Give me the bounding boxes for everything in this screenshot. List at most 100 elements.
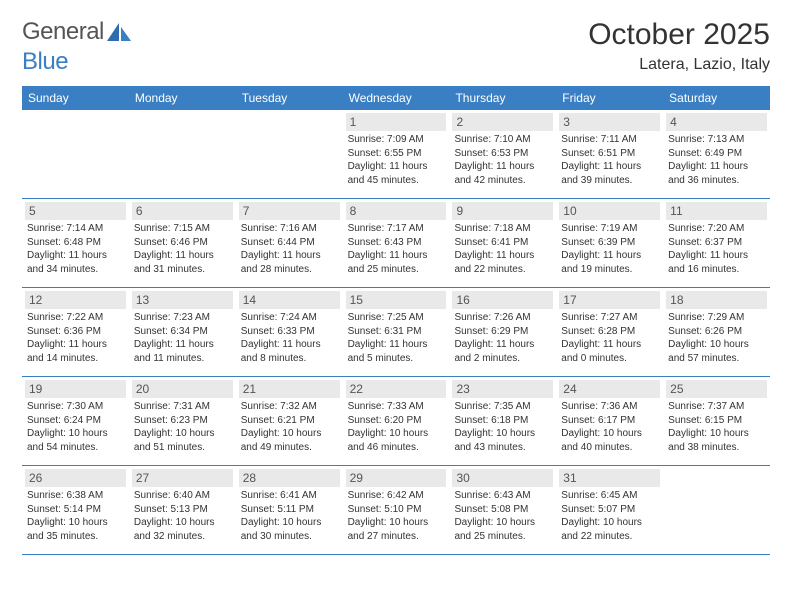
- day-details: Sunrise: 7:10 AMSunset: 6:53 PMDaylight:…: [452, 133, 553, 187]
- day-details: Sunrise: 7:29 AMSunset: 6:26 PMDaylight:…: [666, 311, 767, 365]
- day-cell: 30Sunrise: 6:43 AMSunset: 5:08 PMDayligh…: [449, 466, 556, 554]
- header: General October 2025 Latera, Lazio, Ital…: [22, 18, 770, 74]
- day-details: Sunrise: 7:31 AMSunset: 6:23 PMDaylight:…: [132, 400, 233, 454]
- day-number: 14: [239, 291, 340, 309]
- day-details: Sunrise: 7:17 AMSunset: 6:43 PMDaylight:…: [346, 222, 447, 276]
- day-details: Sunrise: 7:26 AMSunset: 6:29 PMDaylight:…: [452, 311, 553, 365]
- day-number: 12: [25, 291, 126, 309]
- weekday-row: SundayMondayTuesdayWednesdayThursdayFrid…: [22, 86, 770, 110]
- day-cell: 17Sunrise: 7:27 AMSunset: 6:28 PMDayligh…: [556, 288, 663, 376]
- weekday-header: Friday: [556, 86, 663, 110]
- day-number: 28: [239, 469, 340, 487]
- day-details: Sunrise: 7:32 AMSunset: 6:21 PMDaylight:…: [239, 400, 340, 454]
- title-block: October 2025 Latera, Lazio, Italy: [588, 18, 770, 74]
- day-cell: 2 Sunrise: 7:10 AMSunset: 6:53 PMDaylight…: [449, 110, 556, 198]
- day-number: 6: [132, 202, 233, 220]
- month-title: October 2025: [588, 18, 770, 52]
- day-details: Sunrise: 7:19 AMSunset: 6:39 PMDaylight:…: [559, 222, 660, 276]
- day-cell: 21 Sunrise: 7:32 AMSunset: 6:21 PMDayligh…: [236, 377, 343, 465]
- day-number: 21: [239, 380, 340, 398]
- day-number: 2: [452, 113, 553, 131]
- logo: General: [22, 18, 134, 46]
- day-number: 4: [666, 113, 767, 131]
- day-cell: 27 Sunrise: 6:40 AMSunset: 5:13 PMDayligh…: [129, 466, 236, 554]
- day-cell: 23Sunrise: 7:35 AMSunset: 6:18 PMDayligh…: [449, 377, 556, 465]
- day-number: 10: [559, 202, 660, 220]
- day-details: Sunrise: 7:16 AMSunset: 6:44 PMDaylight:…: [239, 222, 340, 276]
- day-details: Sunrise: 7:30 AMSunset: 6:24 PMDaylight:…: [25, 400, 126, 454]
- day-cell: [663, 466, 770, 554]
- day-cell: [129, 110, 236, 198]
- day-details: Sunrise: 7:37 AMSunset: 6:15 PMDaylight:…: [666, 400, 767, 454]
- weeks-container: 1 Sunrise: 7:09 AMSunset: 6:55 PMDaylight…: [22, 110, 770, 555]
- day-cell: 14 Sunrise: 7:24 AMSunset: 6:33 PMDayligh…: [236, 288, 343, 376]
- day-cell: 12 Sunrise: 7:22 AMSunset: 6:36 PMDayligh…: [22, 288, 129, 376]
- day-details: Sunrise: 7:15 AMSunset: 6:46 PMDaylight:…: [132, 222, 233, 276]
- day-cell: [22, 110, 129, 198]
- day-number: 26: [25, 469, 126, 487]
- day-cell: 19 Sunrise: 7:30 AMSunset: 6:24 PMDayligh…: [22, 377, 129, 465]
- logo-word1: General: [22, 18, 104, 46]
- day-number: 7: [239, 202, 340, 220]
- day-cell: 7 Sunrise: 7:16 AMSunset: 6:44 PMDaylight…: [236, 199, 343, 287]
- day-cell: 24Sunrise: 7:36 AMSunset: 6:17 PMDayligh…: [556, 377, 663, 465]
- day-cell: 18 Sunrise: 7:29 AMSunset: 6:26 PMDayligh…: [663, 288, 770, 376]
- day-number: 25: [666, 380, 767, 398]
- day-details: Sunrise: 7:22 AMSunset: 6:36 PMDaylight:…: [25, 311, 126, 365]
- day-cell: 22Sunrise: 7:33 AMSunset: 6:20 PMDayligh…: [343, 377, 450, 465]
- location: Latera, Lazio, Italy: [588, 56, 770, 74]
- day-number: 1: [346, 113, 447, 131]
- weekday-header: Wednesday: [343, 86, 450, 110]
- day-details: Sunrise: 7:27 AMSunset: 6:28 PMDaylight:…: [559, 311, 660, 365]
- day-details: Sunrise: 7:25 AMSunset: 6:31 PMDaylight:…: [346, 311, 447, 365]
- day-details: Sunrise: 7:33 AMSunset: 6:20 PMDaylight:…: [346, 400, 447, 454]
- day-details: Sunrise: 7:14 AMSunset: 6:48 PMDaylight:…: [25, 222, 126, 276]
- day-details: Sunrise: 6:45 AMSunset: 5:07 PMDaylight:…: [559, 489, 660, 543]
- day-number: 30: [452, 469, 553, 487]
- weekday-header: Saturday: [663, 86, 770, 110]
- day-cell: 6 Sunrise: 7:15 AMSunset: 6:46 PMDaylight…: [129, 199, 236, 287]
- day-cell: 28 Sunrise: 6:41 AMSunset: 5:11 PMDayligh…: [236, 466, 343, 554]
- day-cell: 26 Sunrise: 6:38 AMSunset: 5:14 PMDayligh…: [22, 466, 129, 554]
- day-cell: 1 Sunrise: 7:09 AMSunset: 6:55 PMDaylight…: [343, 110, 450, 198]
- weekday-header: Thursday: [449, 86, 556, 110]
- day-details: Sunrise: 7:24 AMSunset: 6:33 PMDaylight:…: [239, 311, 340, 365]
- day-cell: 25 Sunrise: 7:37 AMSunset: 6:15 PMDayligh…: [663, 377, 770, 465]
- day-cell: 31 Sunrise: 6:45 AMSunset: 5:07 PMDayligh…: [556, 466, 663, 554]
- day-details: Sunrise: 7:09 AMSunset: 6:55 PMDaylight:…: [346, 133, 447, 187]
- week-row: 12 Sunrise: 7:22 AMSunset: 6:36 PMDayligh…: [22, 288, 770, 377]
- day-details: Sunrise: 6:38 AMSunset: 5:14 PMDaylight:…: [25, 489, 126, 543]
- day-cell: 9Sunrise: 7:18 AMSunset: 6:41 PMDaylight…: [449, 199, 556, 287]
- logo-sail-icon: [106, 21, 132, 43]
- day-details: Sunrise: 7:23 AMSunset: 6:34 PMDaylight:…: [132, 311, 233, 365]
- day-cell: [236, 110, 343, 198]
- day-number: 29: [346, 469, 447, 487]
- day-number: 31: [559, 469, 660, 487]
- day-number: 13: [132, 291, 233, 309]
- day-details: Sunrise: 7:13 AMSunset: 6:49 PMDaylight:…: [666, 133, 767, 187]
- day-cell: 20Sunrise: 7:31 AMSunset: 6:23 PMDayligh…: [129, 377, 236, 465]
- day-number: 24: [559, 380, 660, 398]
- logo-word2-wrap: Blue: [22, 48, 68, 76]
- day-cell: 11Sunrise: 7:20 AMSunset: 6:37 PMDayligh…: [663, 199, 770, 287]
- day-number: 8: [346, 202, 447, 220]
- calendar: SundayMondayTuesdayWednesdayThursdayFrid…: [22, 86, 770, 555]
- day-details: Sunrise: 6:40 AMSunset: 5:13 PMDaylight:…: [132, 489, 233, 543]
- day-cell: 10 Sunrise: 7:19 AMSunset: 6:39 PMDayligh…: [556, 199, 663, 287]
- week-row: 19 Sunrise: 7:30 AMSunset: 6:24 PMDayligh…: [22, 377, 770, 466]
- day-number: 5: [25, 202, 126, 220]
- day-number: 18: [666, 291, 767, 309]
- day-details: Sunrise: 6:41 AMSunset: 5:11 PMDaylight:…: [239, 489, 340, 543]
- day-details: Sunrise: 6:42 AMSunset: 5:10 PMDaylight:…: [346, 489, 447, 543]
- day-details: Sunrise: 7:18 AMSunset: 6:41 PMDaylight:…: [452, 222, 553, 276]
- day-number: 23: [452, 380, 553, 398]
- day-number: 27: [132, 469, 233, 487]
- week-row: 1 Sunrise: 7:09 AMSunset: 6:55 PMDaylight…: [22, 110, 770, 199]
- weekday-header: Monday: [129, 86, 236, 110]
- day-number: 15: [346, 291, 447, 309]
- day-cell: 3Sunrise: 7:11 AMSunset: 6:51 PMDaylight…: [556, 110, 663, 198]
- week-row: 5 Sunrise: 7:14 AMSunset: 6:48 PMDaylight…: [22, 199, 770, 288]
- day-number: 19: [25, 380, 126, 398]
- day-cell: 5 Sunrise: 7:14 AMSunset: 6:48 PMDaylight…: [22, 199, 129, 287]
- day-number: 16: [452, 291, 553, 309]
